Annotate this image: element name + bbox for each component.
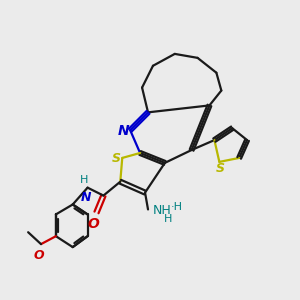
Text: ·H: ·H — [171, 202, 183, 212]
Text: H: H — [80, 175, 88, 185]
Text: S: S — [112, 152, 121, 165]
Text: O: O — [34, 249, 44, 262]
Text: H: H — [164, 214, 172, 224]
Text: O: O — [88, 218, 99, 231]
Text: N: N — [80, 190, 91, 204]
Text: N: N — [117, 124, 129, 138]
Text: NH: NH — [153, 204, 172, 217]
Text: S: S — [216, 162, 225, 175]
